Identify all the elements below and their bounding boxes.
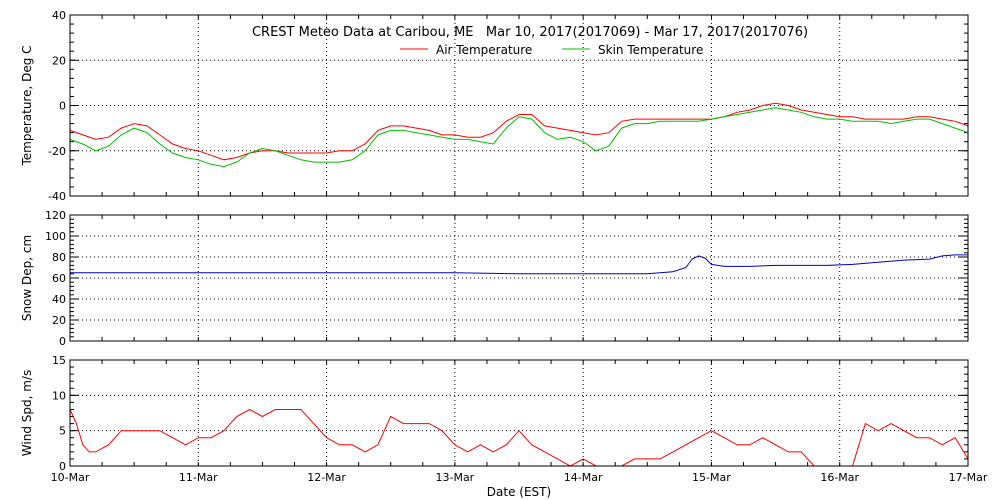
plot-frame bbox=[69, 214, 969, 342]
x-tick-label: 12-Mar bbox=[307, 471, 346, 484]
series-line-3-1 bbox=[69, 408, 969, 467]
y-axis-label: Temperature, Deg C bbox=[20, 45, 34, 166]
y-axis-label: Wind Spd, m/s bbox=[20, 370, 34, 456]
y-tick-label: 0 bbox=[59, 100, 66, 113]
y-tick-label: 120 bbox=[45, 209, 66, 222]
x-tick-label: 17-Mar bbox=[949, 471, 988, 484]
x-tick-label: 10-Mar bbox=[51, 471, 90, 484]
chart-title: CREST Meteo Data at Caribou, ME Mar 10, … bbox=[252, 25, 808, 40]
y-tick-label: 10 bbox=[52, 389, 66, 402]
y-tick-label: 0 bbox=[59, 335, 66, 348]
series-line-1-1 bbox=[69, 102, 969, 161]
y-tick-label: 100 bbox=[45, 230, 66, 243]
y-tick-label: 5 bbox=[59, 425, 66, 438]
y-tick-label: 20 bbox=[52, 314, 66, 327]
panel-1: -40 -20 0 20 40 Temperature, Deg C bbox=[20, 9, 969, 203]
x-tick-label: 15-Mar bbox=[692, 471, 731, 484]
legend-label-skin: Skin Temperature bbox=[598, 43, 703, 57]
x-tick-label: 11-Mar bbox=[179, 471, 218, 484]
x-tick-label: 14-Mar bbox=[564, 471, 603, 484]
plot-frame bbox=[69, 359, 969, 467]
y-tick-label: -20 bbox=[48, 145, 66, 158]
x-tick-label: 16-Mar bbox=[820, 471, 859, 484]
plot-frame bbox=[69, 14, 969, 197]
y-tick-label: 40 bbox=[52, 9, 66, 22]
legend-label-air: Air Temperature bbox=[436, 43, 532, 57]
y-axis-label: Snow Dep, cm bbox=[20, 235, 34, 321]
y-tick-label: -40 bbox=[48, 190, 66, 203]
series-line-1-2 bbox=[69, 107, 969, 168]
y-tick-label: 20 bbox=[52, 54, 66, 67]
legend: Air Temperature Skin Temperature bbox=[400, 43, 703, 57]
x-axis-label: Date (EST) bbox=[487, 485, 551, 499]
panel-3: 0 5 10 15 Wind Spd, m/s bbox=[20, 354, 969, 473]
y-tick-label: 60 bbox=[52, 272, 66, 285]
x-tick-label: 13-Mar bbox=[435, 471, 474, 484]
y-tick-label: 80 bbox=[52, 251, 66, 264]
y-tick-label: 15 bbox=[52, 354, 66, 367]
y-tick-label: 0 bbox=[59, 460, 66, 473]
y-tick-label: 40 bbox=[52, 293, 66, 306]
panel-2: 0 20 40 60 80 100 120 Snow Dep, cm bbox=[20, 209, 969, 348]
series-line-2-1 bbox=[70, 254, 968, 275]
